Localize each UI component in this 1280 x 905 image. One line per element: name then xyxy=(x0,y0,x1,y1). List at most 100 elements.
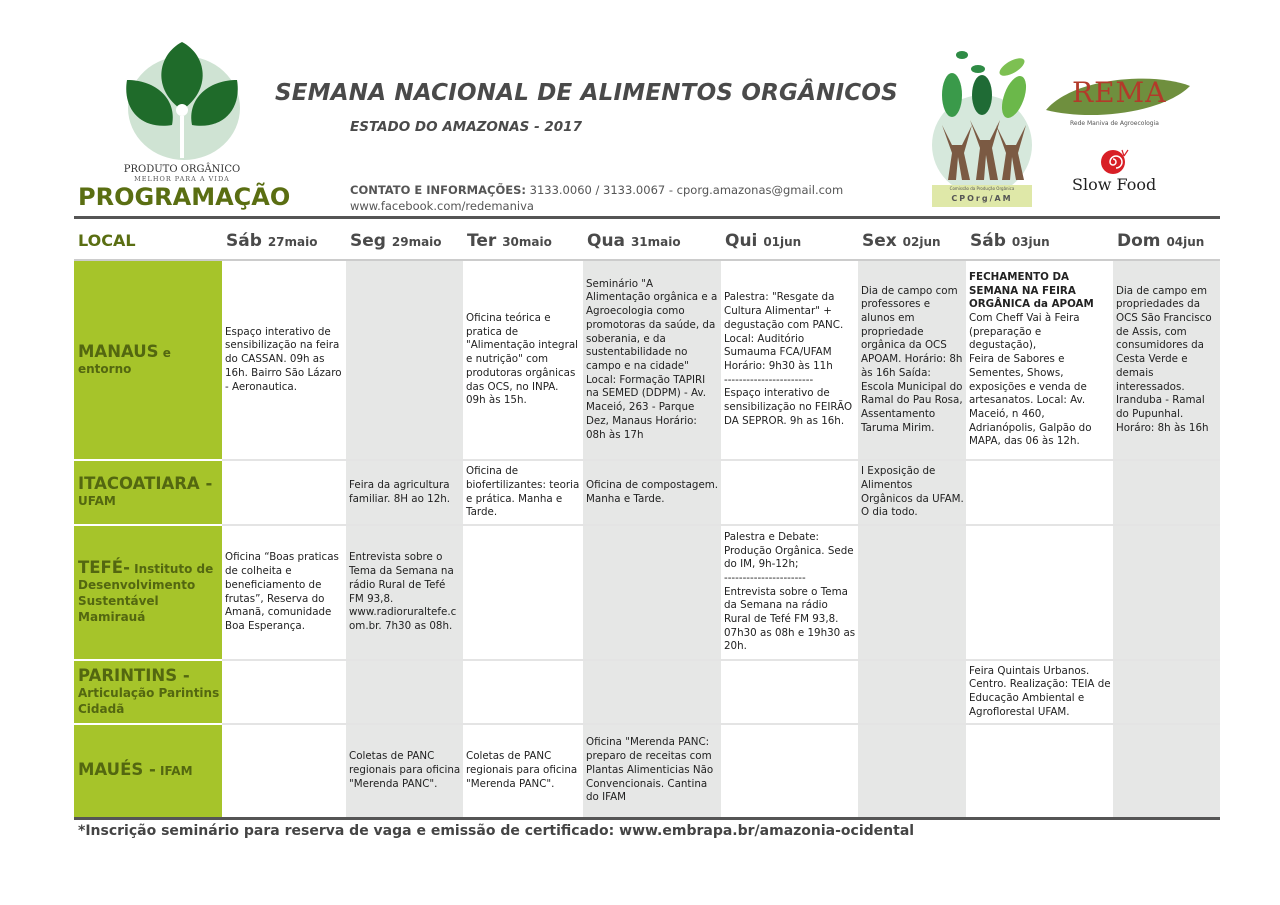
event-cell: Espaço interativo de sensibilização na f… xyxy=(222,260,346,461)
table-row: ITACOATIARA - UFAM Feira da agricultura f… xyxy=(74,460,1220,526)
day-name: Qua xyxy=(587,230,626,251)
cporg-caption: Comissão da Produção Orgânica xyxy=(949,186,1015,191)
location-name: ITACOATIARA - xyxy=(78,474,213,493)
event-cell xyxy=(721,660,858,725)
day-name: Seg xyxy=(350,230,386,251)
day-date: 27maio xyxy=(267,234,318,249)
event-cell xyxy=(1113,525,1220,661)
event-cell xyxy=(966,724,1113,820)
event-cell xyxy=(858,525,966,661)
location-name: PARINTINS - xyxy=(78,665,190,685)
event-cell xyxy=(858,660,966,725)
day-name: Qui xyxy=(725,230,758,251)
event-cell: Coletas de PANC regionais para oficina "… xyxy=(346,724,463,820)
day-date: 31maio xyxy=(630,234,681,249)
snail-icon xyxy=(1101,149,1129,174)
table-row: TEFÉ- Instituto de Desenvolvimento Suste… xyxy=(74,525,1220,661)
day-date: 30maio xyxy=(502,234,552,249)
day-name: Sex xyxy=(862,230,897,251)
header-divider xyxy=(74,216,1220,219)
event-cell: Dia de campo com professores e alunos em… xyxy=(858,260,966,461)
cporg-name: CPOrg/AM xyxy=(951,194,1013,203)
day-header: Dom 04jun xyxy=(1113,222,1220,261)
leaves-person-icon xyxy=(126,42,240,160)
event-cell: Palestra: "Resgate da Cultura Alimentar"… xyxy=(721,260,858,461)
event-text: Com Cheff Vai à Feira (preparação e degu… xyxy=(969,312,1092,448)
event-cell xyxy=(1113,724,1220,820)
contact-value: 3133.0060 / 3133.0067 - cporg.amazonas@g… xyxy=(525,183,844,197)
produto-organico-logo: PRODUTO ORGÂNICO MELHOR PARA A VIDA xyxy=(112,40,252,185)
day-name: Sáb xyxy=(970,230,1006,251)
day-header: Sex 02jun xyxy=(858,222,966,261)
location-cell: TEFÉ- Instituto de Desenvolvimento Suste… xyxy=(74,525,222,661)
location-name: MANAUS xyxy=(78,341,159,361)
day-date: 04jun xyxy=(1166,234,1205,249)
leaf-icon xyxy=(1046,78,1190,116)
contact-label: CONTATO E INFORMAÇÕES: xyxy=(350,183,526,197)
day-date: 01jun xyxy=(763,234,802,249)
table-row: MANAUS e entorno Espaço interativo de sen… xyxy=(74,260,1220,461)
location-detail: Instituto de Desenvolvimento Sustentável… xyxy=(78,562,214,624)
rema-caption: Rede Maniva de Agroecologia xyxy=(1070,120,1159,127)
event-cell: Oficina "Merenda PANC: preparo de receit… xyxy=(583,724,721,820)
slowfood-logo: Slow Food xyxy=(1072,148,1162,196)
event-cell xyxy=(966,525,1113,661)
day-date: 03jun xyxy=(1011,234,1050,249)
location-detail: IFAM xyxy=(155,764,193,779)
event-cell: Palestra e Debate: Produção Orgânica. Se… xyxy=(721,525,858,661)
event-cell xyxy=(858,724,966,820)
location-name: TEFÉ- xyxy=(78,558,130,577)
contact-info: CONTATO E INFORMAÇÕES: 3133.0060 / 3133.… xyxy=(350,182,843,214)
event-cell: Feira da agricultura familiar. 8H ao 12h… xyxy=(346,460,463,526)
event-cell: I Exposição de Alimentos Orgânicos da UF… xyxy=(858,460,966,526)
event-cell xyxy=(583,660,721,725)
location-cell: ITACOATIARA - UFAM xyxy=(74,460,222,526)
location-detail: UFAM xyxy=(78,494,116,508)
day-header: Ter 30maio xyxy=(463,222,583,261)
event-cell: Oficina “Boas praticas de colheita e ben… xyxy=(222,525,346,661)
day-header: Sáb 27maio xyxy=(222,222,346,261)
logo-tagline: MELHOR PARA A VIDA xyxy=(134,175,230,183)
location-cell: MANAUS e entorno xyxy=(74,260,222,461)
event-cell xyxy=(721,460,858,526)
location-detail: e entorno xyxy=(78,345,171,376)
event-cell: Oficina de biofertilizantes: teoria e pr… xyxy=(463,460,583,526)
table-row: PARINTINS - Articulação Parintins Cidadã… xyxy=(74,660,1220,725)
day-date: 02jun xyxy=(902,234,941,249)
event-cell xyxy=(721,724,858,820)
event-cell xyxy=(966,460,1113,526)
section-title: PROGRAMAÇÃO xyxy=(78,183,291,211)
location-detail: Articulação Parintins Cidadã xyxy=(78,685,220,716)
event-cell: FECHAMENTO DA SEMANA NA FEIRA ORGÂNICA d… xyxy=(966,260,1113,461)
local-header: LOCAL xyxy=(74,222,222,261)
leaves-people-icon xyxy=(932,51,1032,207)
facebook-link[interactable]: www.facebook.com/redemaniva xyxy=(350,199,534,213)
event-cell xyxy=(1113,660,1220,725)
location-cell: MAUÉS - IFAM xyxy=(74,724,222,820)
event-heading: FECHAMENTO DA SEMANA NA FEIRA ORGÂNICA d… xyxy=(969,270,1094,311)
event-cell: Dia de campo em propriedades da OCS São … xyxy=(1113,260,1220,461)
logo-text: PRODUTO ORGÂNICO xyxy=(123,164,241,175)
event-cell: Feira Quintais Urbanos. Centro. Realizaç… xyxy=(966,660,1113,725)
day-header: Qui 01jun xyxy=(721,222,858,261)
location-cell: PARINTINS - Articulação Parintins Cidadã xyxy=(74,660,222,725)
event-cell: Oficina teórica e pratica de "Alimentaçã… xyxy=(463,260,583,461)
rema-name: REMA xyxy=(1072,76,1167,109)
footnote: *Inscrição seminário para reserva de vag… xyxy=(78,823,915,839)
day-name: Sáb xyxy=(226,230,262,251)
page-subtitle: ESTADO DO AMAZONAS - 2017 xyxy=(350,119,582,135)
day-header: Qua 31maio xyxy=(583,222,721,261)
day-date: 29maio xyxy=(391,234,442,249)
rema-logo: REMA Rede Maniva de Agroecologia xyxy=(1044,72,1192,132)
schedule-table: LOCAL Sáb 27maio Seg 29maio Ter 30maio Qua … xyxy=(74,222,1220,820)
day-header: Seg 29maio xyxy=(346,222,463,261)
table-row: MAUÉS - IFAM Coletas de PANC regionais pa… xyxy=(74,724,1220,820)
event-cell: Seminário "A Alimentação orgânica e a Ag… xyxy=(583,260,721,461)
event-cell xyxy=(222,724,346,820)
event-cell xyxy=(1113,460,1220,526)
day-name: Ter xyxy=(467,230,497,251)
event-cell xyxy=(222,660,346,725)
page-title: SEMANA NACIONAL DE ALIMENTOS ORGÂNICOS xyxy=(275,80,898,106)
day-header: Sáb 03jun xyxy=(966,222,1113,261)
day-name: Dom xyxy=(1117,230,1161,251)
